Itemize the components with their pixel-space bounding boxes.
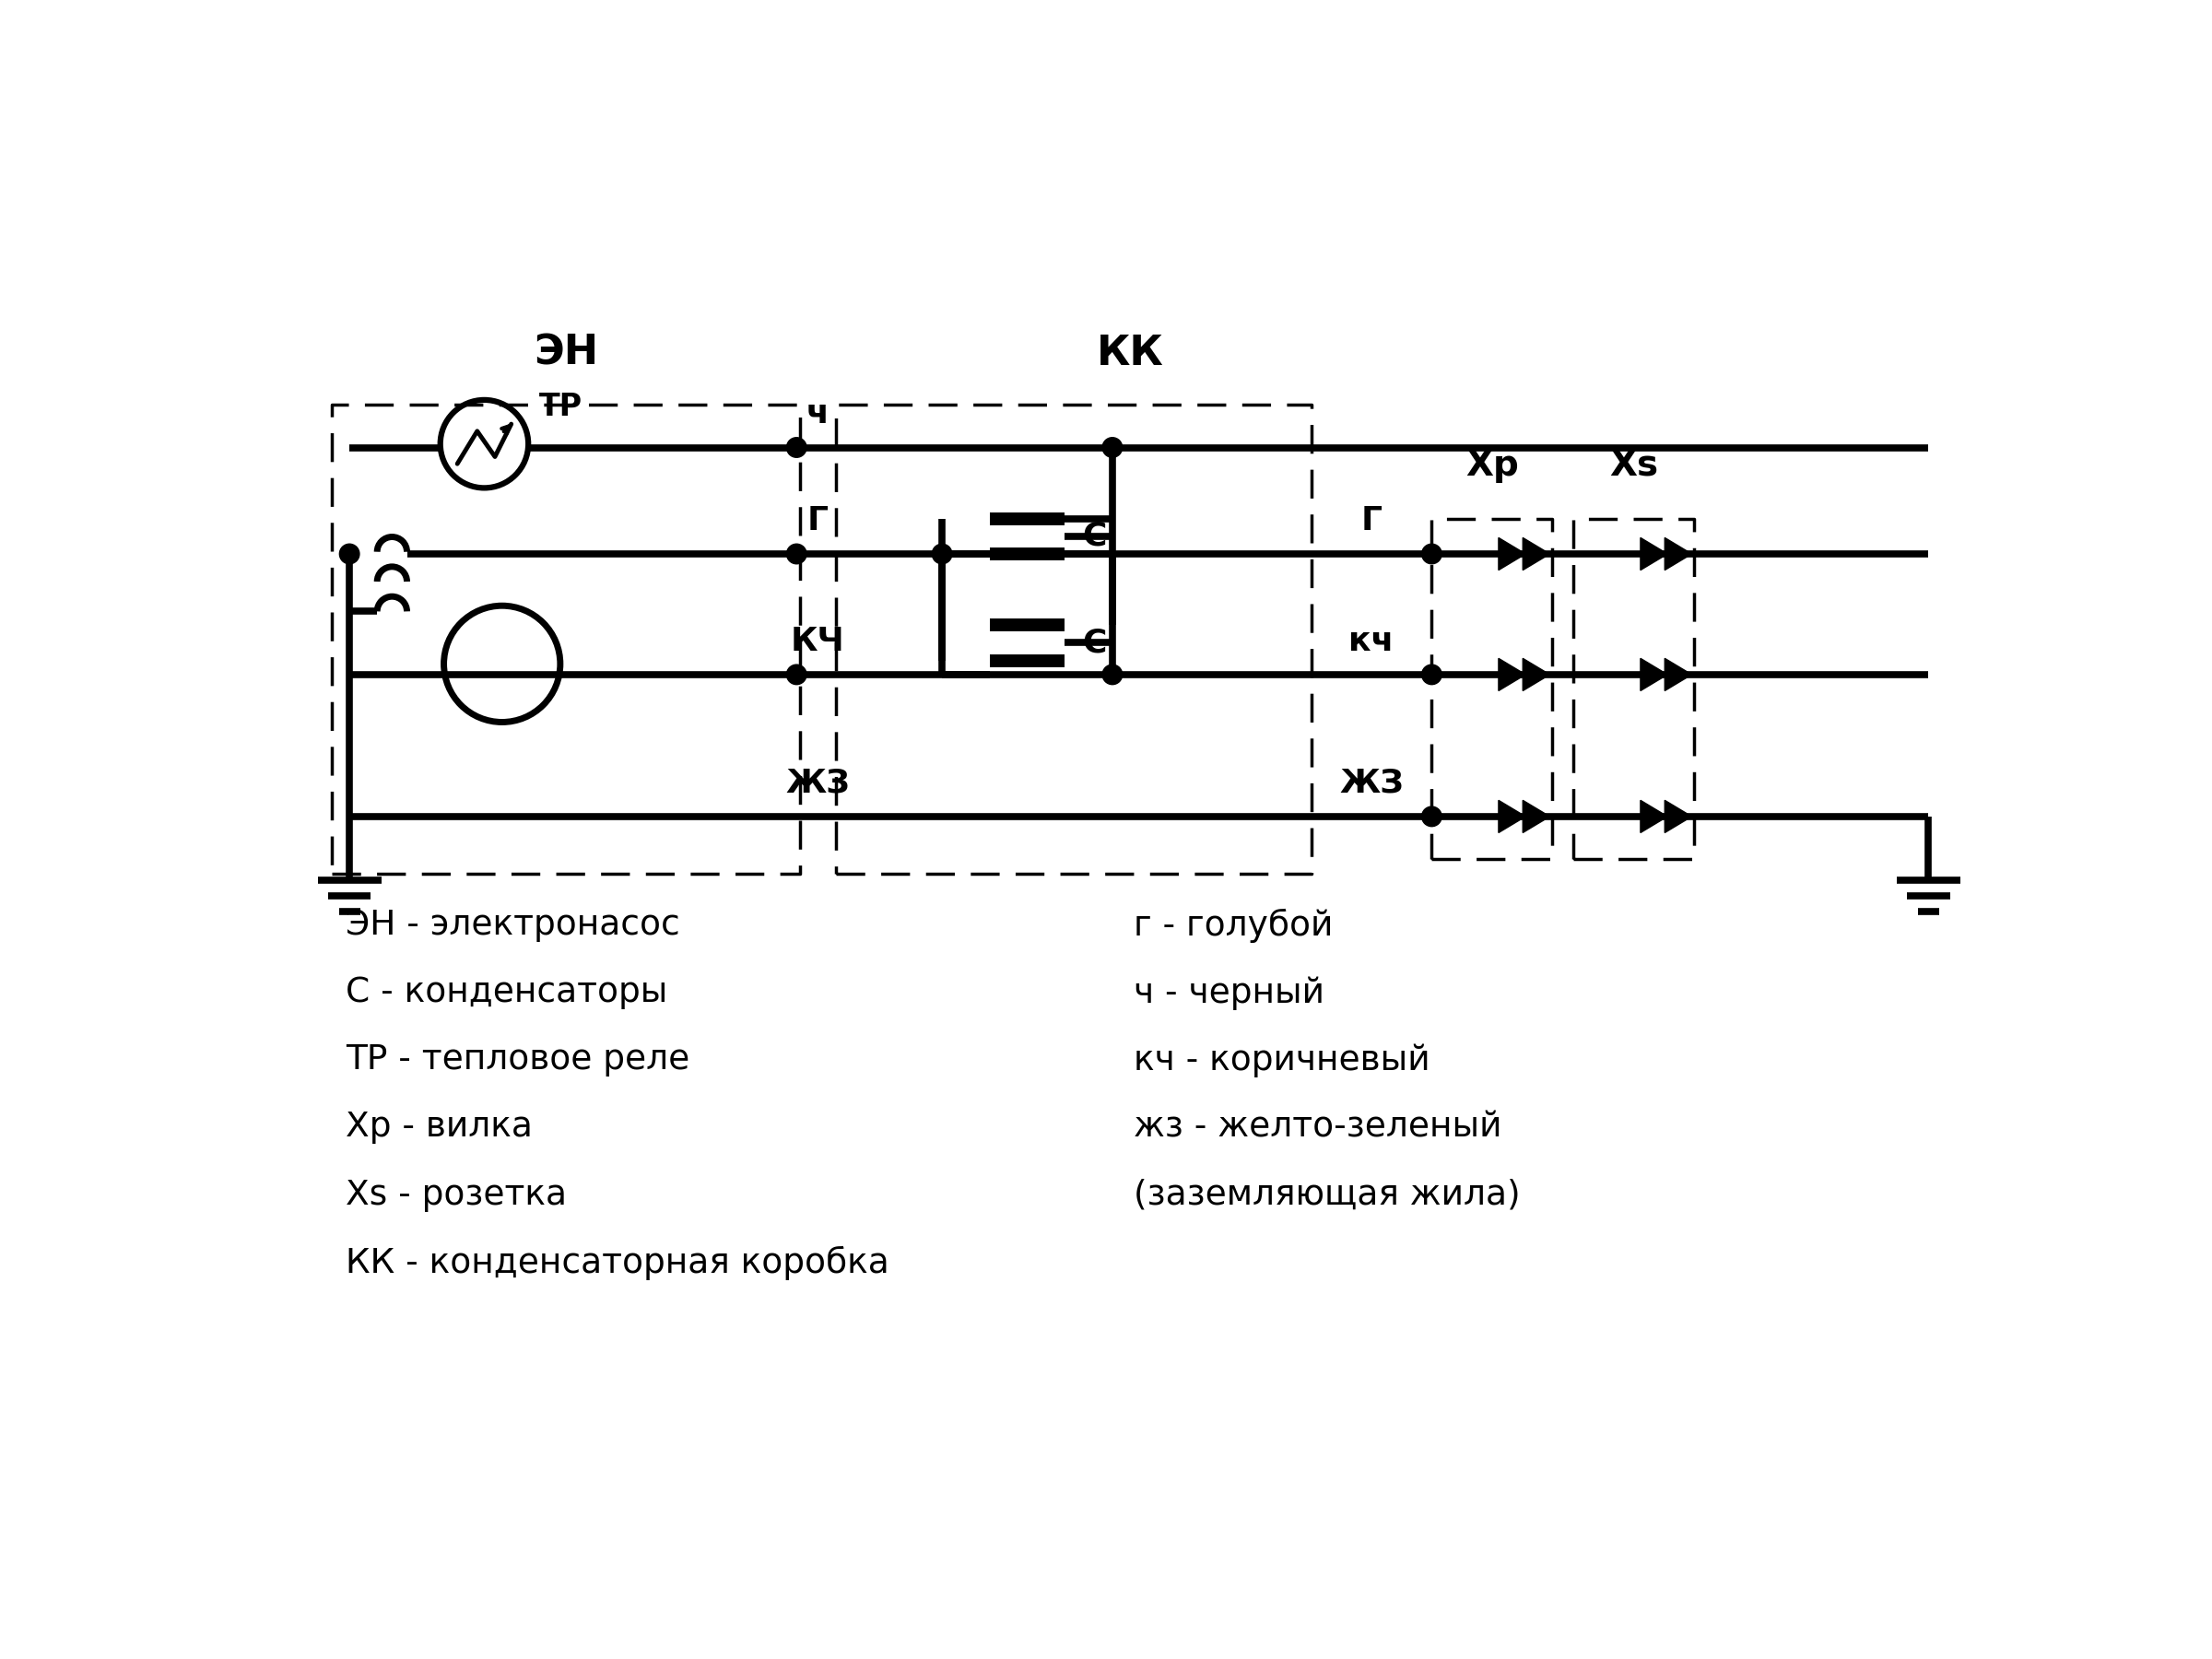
Polygon shape	[1498, 538, 1526, 571]
Text: КК: КК	[1097, 333, 1164, 373]
Polygon shape	[1522, 659, 1551, 690]
Circle shape	[1102, 438, 1121, 458]
Text: (заземляющая жила): (заземляющая жила)	[1135, 1178, 1520, 1211]
Text: кч - коричневый: кч - коричневый	[1135, 1044, 1431, 1077]
Text: Xp: Xp	[1464, 448, 1520, 483]
Circle shape	[787, 544, 807, 564]
Circle shape	[1422, 806, 1442, 826]
Text: ЭН - электронасос: ЭН - электронасос	[345, 909, 681, 942]
Circle shape	[931, 544, 951, 564]
Text: ЖЗ: ЖЗ	[785, 768, 849, 798]
Text: ч - черный: ч - черный	[1135, 975, 1325, 1010]
Text: ЭН: ЭН	[533, 333, 597, 373]
Polygon shape	[1666, 538, 1692, 571]
Text: Xs: Xs	[1610, 448, 1659, 483]
Text: ТР - тепловое реле: ТР - тепловое реле	[345, 1044, 690, 1077]
Text: ТР: ТР	[540, 392, 582, 423]
Text: Хр - вилка: Хр - вилка	[345, 1112, 533, 1145]
Polygon shape	[1666, 659, 1692, 690]
Polygon shape	[1666, 800, 1692, 833]
Text: Xs - розетка: Xs - розетка	[345, 1178, 566, 1211]
Text: Г: Г	[807, 504, 830, 536]
Polygon shape	[1641, 538, 1668, 571]
Circle shape	[1422, 544, 1442, 564]
Polygon shape	[1641, 800, 1668, 833]
Circle shape	[787, 438, 807, 458]
Polygon shape	[1522, 538, 1551, 571]
Polygon shape	[1641, 659, 1668, 690]
Text: кч: кч	[1349, 625, 1394, 657]
Text: С - конденсаторы: С - конденсаторы	[345, 975, 668, 1009]
Polygon shape	[1498, 659, 1526, 690]
Text: г - голубой: г - голубой	[1135, 909, 1334, 942]
Circle shape	[787, 665, 807, 685]
Polygon shape	[1522, 800, 1551, 833]
Text: ЖЗ: ЖЗ	[1338, 768, 1405, 798]
Polygon shape	[1498, 800, 1526, 833]
Text: Г: Г	[1360, 504, 1382, 536]
Text: КК - конденсаторная коробка: КК - конденсаторная коробка	[345, 1246, 889, 1281]
Text: С: С	[1082, 521, 1106, 552]
Circle shape	[1102, 665, 1121, 685]
Text: ч: ч	[807, 398, 830, 430]
Text: жз - желто-зеленый: жз - желто-зеленый	[1135, 1112, 1502, 1145]
Circle shape	[1422, 665, 1442, 685]
Text: КЧ: КЧ	[790, 625, 845, 657]
Circle shape	[338, 544, 358, 564]
Text: С: С	[1082, 627, 1106, 659]
